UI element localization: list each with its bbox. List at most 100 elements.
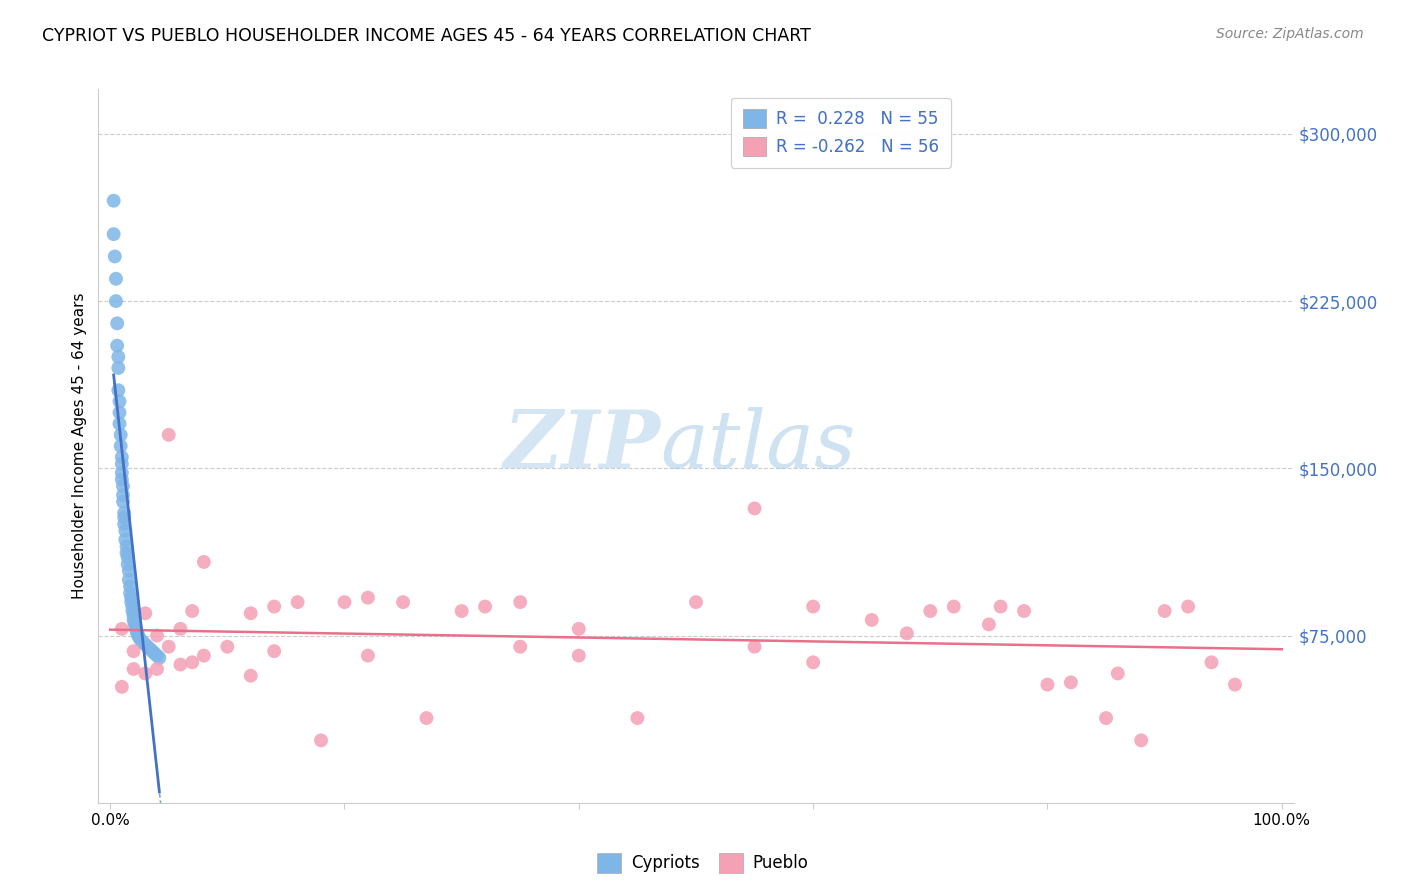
Point [120,580,141,594]
Point [111,473,134,487]
Point [105,293,128,308]
Point [1153,604,1175,618]
Point [685,595,707,609]
Point [112,479,135,493]
Point [108,405,131,419]
Point [239,607,262,621]
Point [112,488,135,502]
Point [181,655,204,669]
Point [121,604,143,618]
Point [157,427,180,442]
Point [1201,655,1223,669]
Point [107,384,129,398]
Point [744,501,766,516]
Point [122,644,145,658]
Point [217,640,239,654]
Point [920,604,942,618]
Point [1095,711,1118,725]
Point [110,427,132,442]
Point [896,626,918,640]
Point [139,642,162,657]
Point [118,564,141,578]
Point [415,711,437,725]
Point [263,644,285,658]
Point [450,604,472,618]
Point [105,338,128,352]
Point [112,494,135,508]
Point [108,417,131,431]
Point [108,394,131,409]
Point [801,655,824,669]
Point [114,533,136,547]
Point [860,613,883,627]
Point [1130,733,1153,747]
Point [107,350,129,364]
Point [169,622,191,636]
Point [112,506,135,520]
Point [110,439,132,453]
Point [744,640,766,654]
Point [128,631,150,645]
Point [568,622,591,636]
Point [112,517,135,532]
Point [509,595,531,609]
Point [626,711,648,725]
Point [181,604,204,618]
Point [122,613,145,627]
Point [801,599,824,614]
Point [104,249,127,264]
Point [111,457,134,471]
Point [132,635,155,649]
Point [103,194,125,208]
Point [124,617,146,632]
Point [127,628,149,642]
Point [193,648,215,663]
Point [357,591,380,605]
Y-axis label: Householder Income Ages 45 - 64 years: Householder Income Ages 45 - 64 years [72,293,87,599]
Point [169,657,191,672]
Text: Source: ZipAtlas.com: Source: ZipAtlas.com [1216,27,1364,41]
Point [157,640,180,654]
Point [122,662,145,676]
Point [309,733,332,747]
Point [136,640,159,654]
Point [122,608,145,623]
Point [146,662,169,676]
Legend: Cypriots, Pueblo: Cypriots, Pueblo [591,847,815,880]
Point [977,617,1000,632]
Point [333,595,356,609]
Point [148,651,170,665]
Point [146,628,169,642]
Point [103,227,125,241]
Point [127,626,149,640]
Point [117,550,139,565]
Point [143,646,166,660]
Point [134,666,156,681]
Point [115,546,138,560]
Point [509,640,531,654]
Point [117,557,139,572]
Point [105,271,128,285]
Point [112,510,135,524]
Legend: R =  0.228   N = 55, R = -0.262   N = 56: R = 0.228 N = 55, R = -0.262 N = 56 [731,97,950,168]
Point [141,644,163,658]
Point [357,648,380,663]
Point [111,622,134,636]
Point [105,316,128,330]
Point [120,591,142,605]
Point [990,599,1012,614]
Point [193,555,215,569]
Point [107,360,129,375]
Point [1177,599,1199,614]
Text: ZIP: ZIP [503,408,661,484]
Point [1107,666,1129,681]
Point [568,648,591,663]
Point [1223,678,1246,692]
Point [134,637,156,651]
Point [146,648,169,663]
Point [392,595,415,609]
Point [120,586,141,600]
Point [111,466,134,480]
Point [121,599,143,614]
Point [942,599,965,614]
